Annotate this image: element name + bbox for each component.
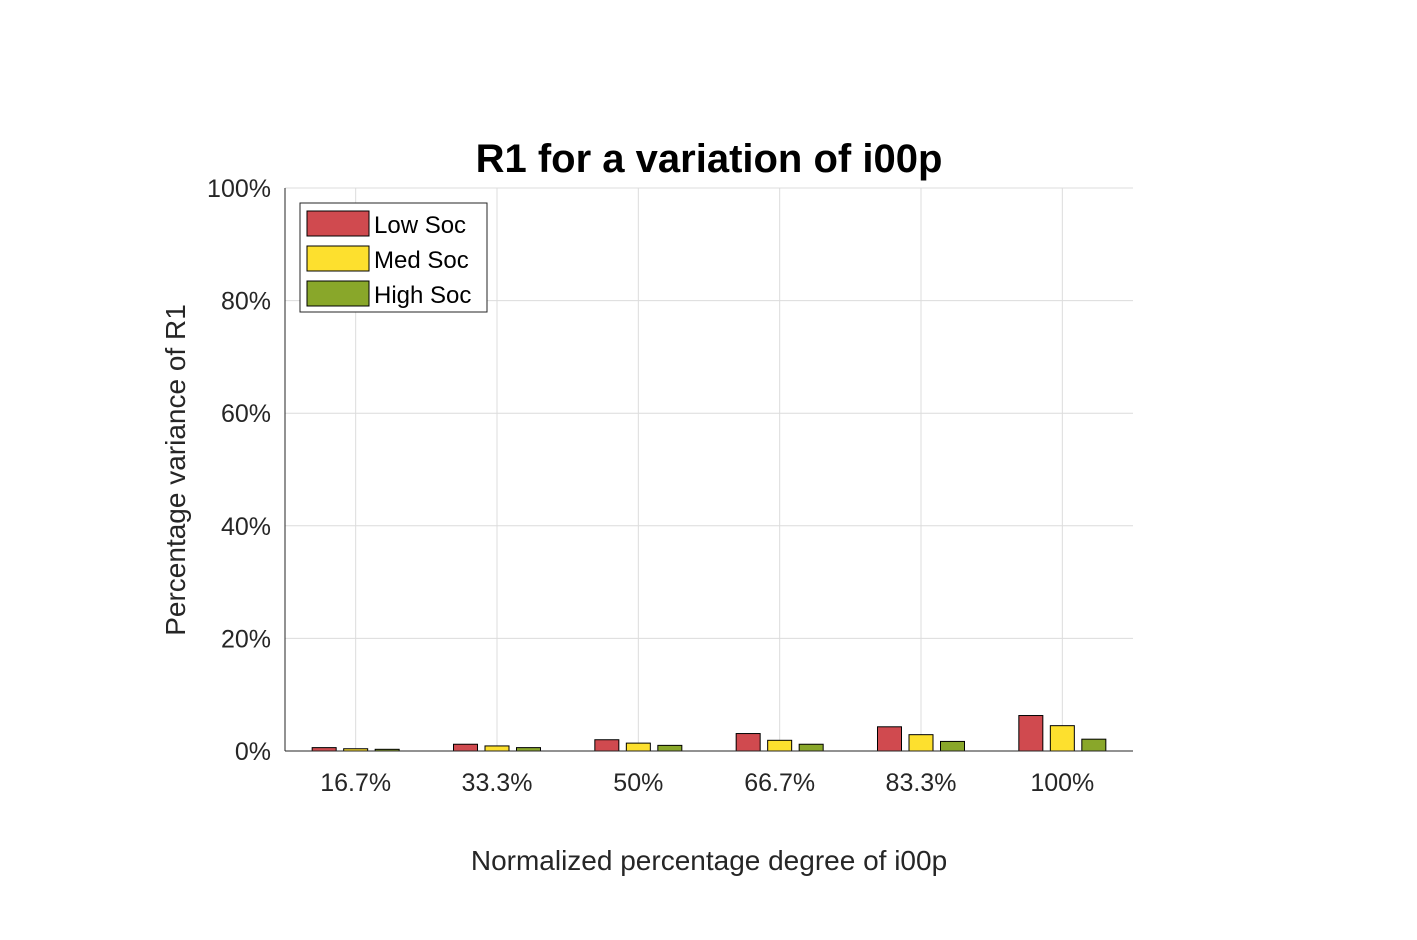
y-axis-label: Percentage variance of R1	[160, 304, 191, 636]
y-tick-label: 60%	[221, 400, 271, 428]
legend-label: Med Soc	[374, 247, 469, 274]
x-tick-labels: 16.7% 33.3% 50% 66.7% 83.3% 100%	[320, 769, 1094, 797]
legend-swatch	[306, 210, 370, 237]
bar-high-soc	[1081, 738, 1107, 752]
bar-med-soc	[484, 745, 510, 752]
y-tick-label: 40%	[221, 513, 271, 541]
legend-label: Low Soc	[374, 212, 466, 239]
y-tick-label: 80%	[221, 288, 271, 316]
bar-high-soc	[657, 744, 683, 752]
y-tick-labels: 0% 20% 40% 60% 80% 100%	[207, 175, 271, 766]
axes	[284, 188, 1133, 752]
bar-low-soc	[311, 747, 337, 752]
legend-swatch	[306, 245, 370, 272]
bar-high-soc	[516, 747, 541, 752]
bar-med-soc	[908, 734, 934, 752]
x-tick-label: 66.7%	[744, 769, 815, 797]
x-tick-label: 50%	[613, 769, 663, 797]
y-tick-label: 0%	[235, 738, 271, 766]
x-axis-label: Normalized percentage degree of i00p	[471, 845, 947, 876]
x-tick-label: 83.3%	[886, 769, 957, 797]
bar-low-soc	[877, 726, 902, 752]
legend-swatch	[306, 280, 370, 307]
bar-low-soc	[594, 739, 620, 752]
legend: Low Soc Med Soc High Soc	[299, 202, 488, 313]
bar-med-soc	[625, 742, 651, 752]
x-tick-label: 100%	[1030, 769, 1094, 797]
x-tick-label: 33.3%	[462, 769, 533, 797]
bar-high-soc	[798, 743, 824, 752]
bar-high-soc	[940, 740, 965, 752]
y-tick-label: 20%	[221, 625, 271, 653]
chart-title: R1 for a variation of i00p	[476, 137, 943, 181]
bar-low-soc	[453, 743, 478, 752]
bar-low-soc	[735, 733, 761, 752]
bars	[311, 715, 1107, 752]
x-tick-label: 16.7%	[320, 769, 391, 797]
legend-label: High Soc	[374, 282, 471, 309]
y-tick-label: 100%	[207, 175, 271, 203]
bar-low-soc	[1018, 715, 1044, 752]
bar-med-soc	[1049, 725, 1075, 752]
bar-med-soc	[767, 739, 793, 752]
